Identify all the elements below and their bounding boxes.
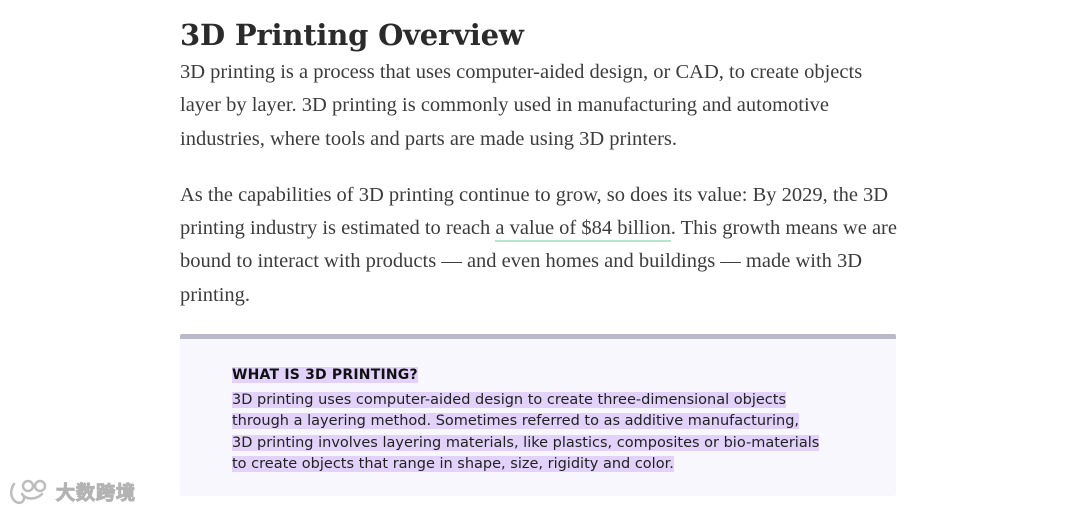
callout-body: 3D printing uses computer-aided design t…	[232, 390, 852, 476]
callout-line-text: 3D printing uses computer-aided design t…	[232, 392, 786, 408]
growth-paragraph-text-before: As the capabilities of 3D printing conti…	[180, 183, 889, 240]
callout-content: WHAT IS 3D PRINTING? 3D printing uses co…	[232, 364, 852, 476]
callout-heading: WHAT IS 3D PRINTING?	[232, 367, 418, 383]
growth-paragraph-text-after: . This growth means we are bound to inte…	[180, 217, 897, 306]
watermark-text: 大数跨境	[55, 481, 137, 504]
value-link[interactable]: a value of $84 billion	[495, 217, 671, 243]
callout-line: 3D printing involves layering materials,…	[232, 433, 852, 454]
callout-heading-wrap: WHAT IS 3D PRINTING?	[232, 364, 852, 383]
growth-paragraph: As the capabilities of 3D printing conti…	[180, 179, 900, 312]
watermark: 大数跨境	[8, 476, 136, 506]
callout-line: through a layering method. Sometimes ref…	[232, 411, 852, 432]
page-title: 3D Printing Overview	[180, 18, 524, 52]
callout-line-text: to create objects that range in shape, s…	[232, 456, 674, 473]
watermark-logo-icon	[10, 479, 47, 505]
definition-callout: WHAT IS 3D PRINTING? 3D printing uses co…	[180, 334, 896, 496]
callout-line: 3D printing uses computer-aided design t…	[232, 390, 852, 411]
intro-paragraph: 3D printing is a process that uses compu…	[180, 61, 863, 150]
callout-line-text: 3D printing involves layering materials,…	[232, 434, 820, 451]
callout-line: to create objects that range in shape, s…	[232, 454, 852, 475]
article: 3D Printing Overview 3D printing is a pr…	[180, 14, 900, 312]
callout-line-text: through a layering method. Sometimes ref…	[232, 413, 800, 430]
